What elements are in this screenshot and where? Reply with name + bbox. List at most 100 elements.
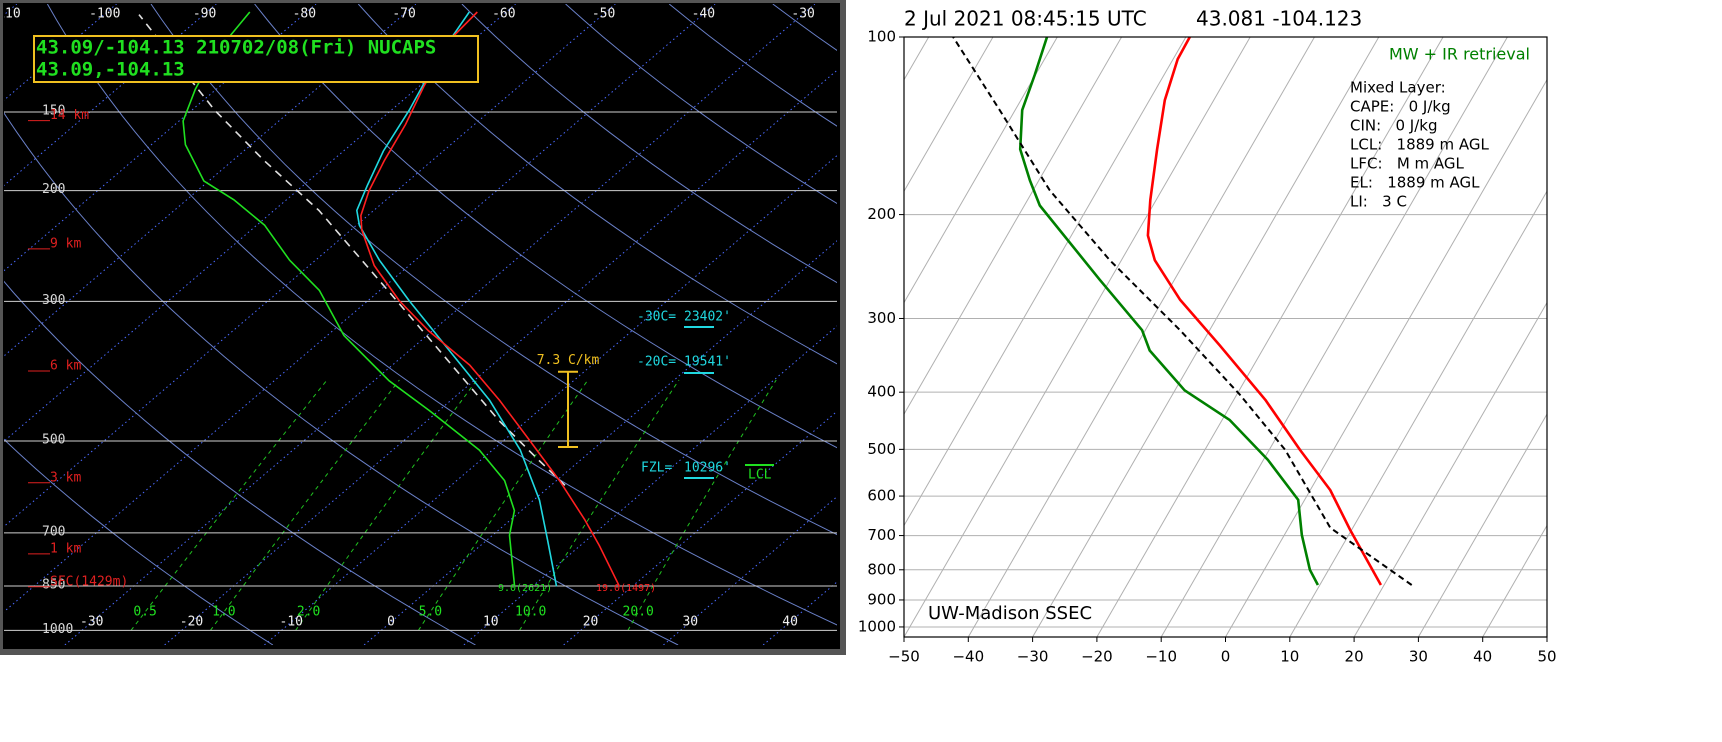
y-tick-label: 700 (867, 526, 896, 544)
y-tick-label: 800 (867, 560, 896, 578)
stat-line: LFC: M m AGL (1350, 155, 1465, 173)
x-tick-label: −50 (888, 648, 920, 666)
y-tick-label: 1000 (42, 622, 73, 637)
profile-line (1146, 37, 1383, 586)
stat-line: LCL: 1889 m AGL (1350, 136, 1489, 154)
left-annotations: 43.09/-104.13 210702/08(Fri) NUCAPS 43.0… (33, 35, 774, 594)
mixing-ratio-line (295, 379, 478, 631)
y-tick-label: 700 (42, 524, 65, 539)
mixing-ratio-label: 2.0 (297, 605, 320, 620)
isotherm (1353, 301, 1547, 637)
dry-adiabat (254, 4, 837, 449)
header-line: 43.09/-104.13 210702/08(Fri) NUCAPS (36, 37, 436, 59)
isotherm (904, 37, 1251, 637)
mixing-ratio-line (417, 379, 589, 631)
dry-adiabat (357, 4, 837, 365)
dry-adiabat (4, 280, 476, 645)
mixing-ratio-label: 5.0 (419, 605, 442, 620)
top-tick-label: -70 (392, 7, 415, 22)
isotherm (1546, 635, 1547, 637)
y-tick-label: 900 (867, 590, 896, 608)
stat-line: Mixed Layer: (1350, 79, 1446, 97)
x-tick-label: 0 (1221, 648, 1231, 666)
height-label: 1 km (50, 541, 81, 556)
mixing-ratio-line (209, 379, 400, 631)
x-tick-label: -30 (80, 615, 103, 630)
x-tick-label: 30 (682, 615, 698, 630)
height-label: 6 km (50, 359, 81, 374)
top-tick-label: -110 (0, 7, 21, 22)
x-tick-label: 0 (387, 615, 395, 630)
x-tick-label: 40 (1473, 648, 1492, 666)
dry-adiabat (565, 4, 837, 205)
x-tick-label: 40 (782, 615, 798, 630)
lapse-label: 7.3 C/km (537, 353, 600, 368)
right-skewt (904, 37, 1547, 637)
mixing-ratio-line (519, 379, 680, 631)
y-tick-label: 850 (42, 577, 65, 592)
mixing-ratio-label: 1.0 (212, 605, 235, 620)
y-tick-label: 300 (867, 309, 896, 327)
height-label: SFC(1429m) (50, 574, 128, 589)
chart-subtitle: 43.081 -104.123 (1196, 7, 1362, 31)
profile-line (138, 14, 566, 486)
mixing-ratio-label: 0.5 (133, 605, 156, 620)
top-tick-label: -40 (692, 7, 715, 22)
retrieval-label: MW + IR retrieval (1389, 45, 1530, 64)
isotherm (1417, 413, 1547, 637)
level-label: -30C= (637, 310, 676, 325)
dry-adiabat (668, 4, 837, 127)
height-label: 3 km (50, 470, 81, 485)
profile-line (360, 11, 621, 587)
dry-adiabat (4, 438, 274, 645)
x-tick-label: -20 (180, 615, 203, 630)
top-tick-label: -50 (592, 7, 615, 22)
header-box (33, 35, 479, 83)
x-tick-label: −40 (952, 648, 984, 666)
level-label: -20C= (637, 355, 676, 370)
surface-label: 9.0(2621) (498, 583, 552, 594)
isotherm (1032, 37, 1380, 637)
x-tick-label: 10 (483, 615, 499, 630)
y-tick-label: 500 (867, 440, 896, 458)
level-label: FZL= (641, 461, 672, 476)
stat-line: CAPE: 0 J/kg (1350, 98, 1451, 116)
profile-line (1018, 37, 1320, 586)
level-height: 10296' (684, 461, 731, 476)
height-label: 9 km (50, 236, 81, 251)
y-tick-label: 150 (42, 104, 65, 119)
isotherm (904, 37, 1187, 527)
top-tick-label: -60 (492, 7, 515, 22)
dry-adiabat (4, 112, 679, 645)
y-tick-label: 200 (867, 205, 896, 223)
lcl-label: LCL (748, 468, 772, 483)
y-tick-label: 200 (42, 182, 65, 197)
y-tick-label: 1000 (858, 617, 896, 635)
isotherm (1289, 190, 1547, 637)
dry-adiabat (46, 4, 837, 626)
y-tick-label: 600 (867, 487, 896, 505)
top-tick-label: -80 (293, 7, 316, 22)
right-annotations: 2 Jul 2021 08:45:15 UTC 43.081 -104.123 … (858, 7, 1557, 666)
top-tick-label: -90 (193, 7, 216, 22)
isotherm (1160, 37, 1508, 637)
y-tick-label: 500 (42, 432, 65, 447)
level-height: 23402' (684, 310, 731, 325)
profile-line (182, 11, 516, 587)
x-tick-label: −10 (1145, 648, 1177, 666)
mixing-ratio-line (130, 379, 328, 631)
y-tick-label: 100 (867, 28, 896, 46)
mixing-ratio-line (627, 379, 777, 631)
credit: UW-Madison SSEC (928, 603, 1092, 624)
stat-line: CIN: 0 J/kg (1350, 117, 1437, 135)
x-tick-label: −20 (1081, 648, 1113, 666)
stat-line: EL: 1889 m AGL (1350, 174, 1480, 192)
plot-frame (903, 36, 1548, 638)
profile-line (356, 11, 558, 587)
isotherm (1482, 524, 1547, 637)
level-height: 19541' (684, 355, 731, 370)
stat-line: LI: 3 C (1350, 193, 1407, 211)
plot-background (904, 37, 1547, 637)
top-tick-label: -30 (791, 7, 814, 22)
